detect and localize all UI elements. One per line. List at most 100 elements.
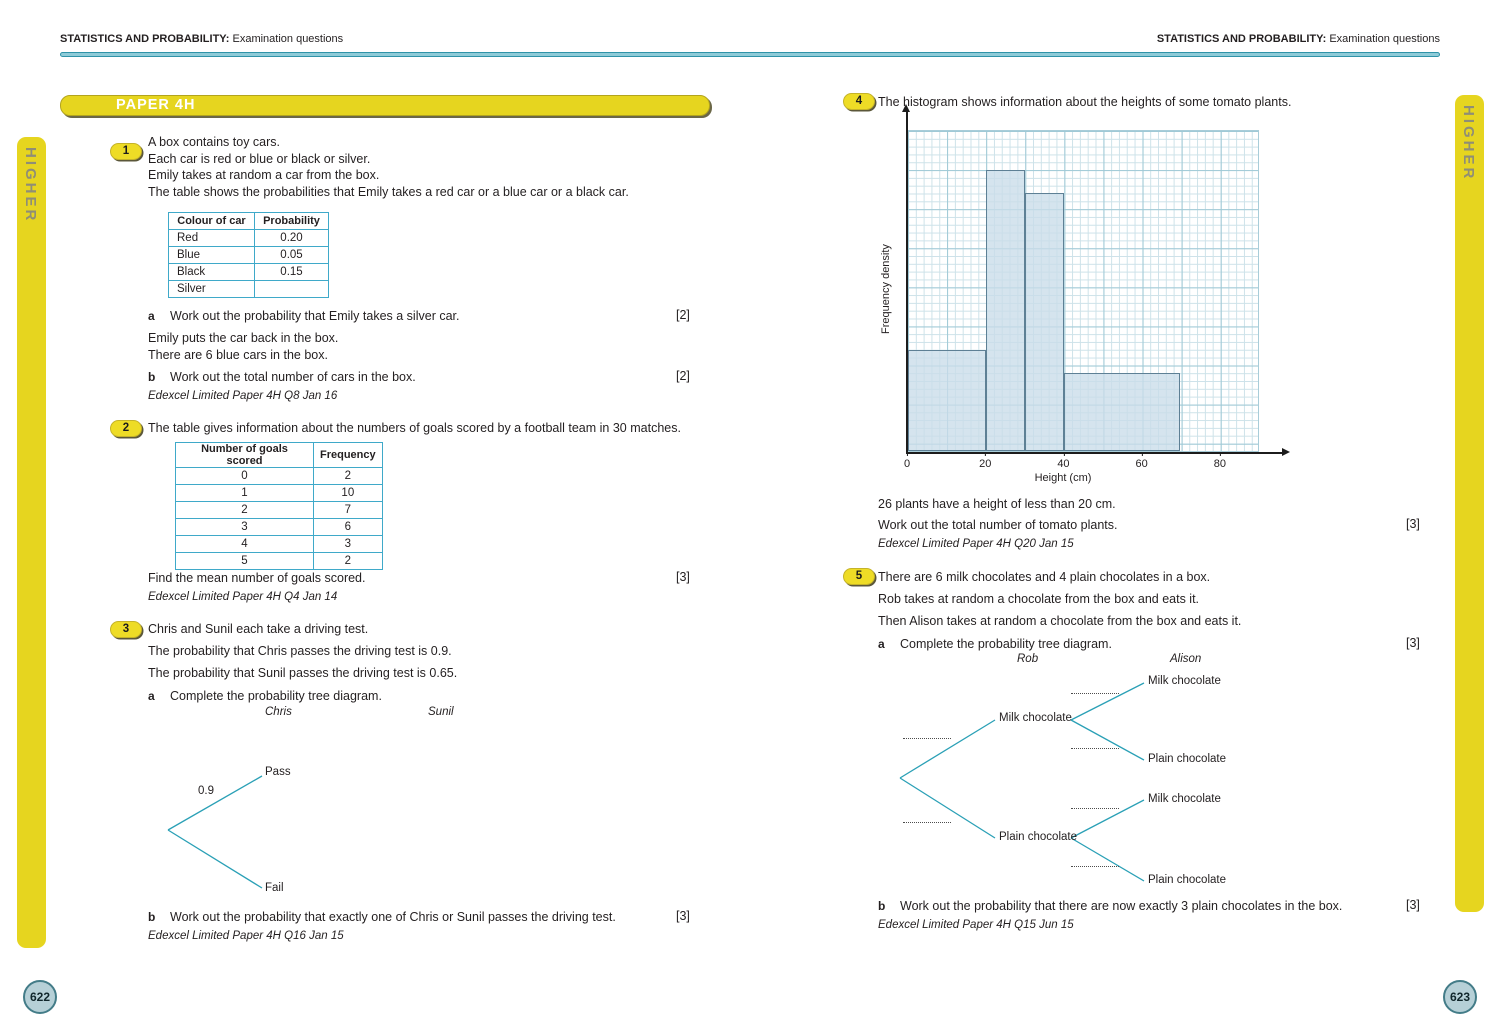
question-2-badge: 2 <box>110 420 142 437</box>
paper-banner-label: PAPER 4H <box>116 97 196 113</box>
question-1-mid: Emily puts the car back in the box. Ther… <box>148 330 338 363</box>
table-cell: 3 <box>313 535 383 553</box>
histogram-bar <box>1063 372 1181 451</box>
probability-placeholder <box>1071 800 1119 809</box>
table-cell: Blue <box>168 246 255 264</box>
x-tick-label: 60 <box>1135 452 1148 470</box>
question-4-note: 26 plants have a height of less than 20 … <box>878 497 1116 511</box>
source-reference: Edexcel Limited Paper 4H Q16 Jan 15 <box>148 930 344 942</box>
table-cell: 4 <box>175 535 314 553</box>
x-tick-label: 80 <box>1213 452 1226 470</box>
question-1-intro-line: Emily takes at random a car from the box… <box>148 168 380 182</box>
probability-placeholder <box>903 814 951 823</box>
question-1-mid-line: There are 6 blue cars in the box. <box>148 347 328 362</box>
part-a-text: Complete the probability tree diagram. <box>170 689 382 703</box>
side-tab-right: HIGHER <box>1455 95 1484 912</box>
question-1-intro-line: Each car is red or blue or black or silv… <box>148 151 371 166</box>
question-5-badge: 5 <box>843 568 875 585</box>
marks: [3] <box>1406 636 1420 650</box>
tree-column-heading: Sunil <box>428 706 454 718</box>
probability-placeholder <box>1071 685 1119 694</box>
table-cell: 1 <box>175 484 314 502</box>
table-row: 1 10 <box>175 484 383 502</box>
table-row: Blue 0.05 <box>168 246 329 264</box>
paper-banner: PAPER 4H <box>60 95 710 116</box>
question-1-intro: A box contains toy cars. Each car is red… <box>148 134 629 200</box>
part-b-label: b <box>878 899 886 913</box>
source-reference: Edexcel Limited Paper 4H Q4 Jan 14 <box>148 591 338 603</box>
branch-outcome: Milk chocolate <box>1148 793 1221 805</box>
table-cell: 2 <box>313 552 383 570</box>
question-3-intro-line: The probability that Sunil passes the dr… <box>148 666 458 680</box>
table-cell: Silver <box>168 280 255 298</box>
running-header-left: STATISTICS AND PROBABILITY: Examination q… <box>60 33 343 45</box>
table-cell: 5 <box>175 552 314 570</box>
part-b-label: b <box>148 370 156 384</box>
side-tab-right-label: HIGHER <box>1460 105 1477 182</box>
question-1-badge: 1 <box>110 143 142 160</box>
branch-outcome: Milk chocolate <box>999 712 1072 724</box>
table-cell <box>254 280 329 298</box>
source-reference: Edexcel Limited Paper 4H Q8 Jan 16 <box>148 390 338 402</box>
table-header-row: Number of goals scored Frequency <box>175 442 383 468</box>
tree-column-heading: Chris <box>265 706 292 718</box>
x-axis <box>906 452 1284 454</box>
source-reference: Edexcel Limited Paper 4H Q20 Jan 15 <box>878 538 1074 550</box>
running-header-left-bold: STATISTICS AND PROBABILITY: <box>60 33 230 45</box>
tree-branches <box>167 775 263 889</box>
table-cell: Black <box>168 263 255 281</box>
question-5-intro-line: Rob takes at random a chocolate from the… <box>878 592 1200 606</box>
table-header-cell: Probability <box>254 212 329 230</box>
table-header-cell: Frequency <box>313 442 383 468</box>
histogram-bar <box>908 349 986 451</box>
probability-table: Colour of car Probability Red 0.20 Blue 0.… <box>168 212 329 298</box>
x-tick-label: 0 <box>903 452 911 470</box>
table-header-row: Colour of car Probability <box>168 212 329 230</box>
part-b-text: Work out the total number of cars in the… <box>170 370 416 384</box>
question-1-intro-line: The table shows the probabilities that E… <box>148 184 629 199</box>
y-axis-arrow-icon <box>902 104 910 112</box>
tree-branches <box>899 682 1145 882</box>
histogram-xticks: 0 20 40 60 80 <box>903 452 1259 472</box>
question-3-badge: 3 <box>110 621 142 638</box>
page-number-right: 623 <box>1443 980 1477 1014</box>
running-header-right: STATISTICS AND PROBABILITY: Examination q… <box>1157 33 1440 45</box>
question-1-mid-line: Emily puts the car back in the box. <box>148 331 339 345</box>
table-header-cell: Number of goals scored <box>175 442 314 468</box>
part-a-label: a <box>148 689 155 703</box>
table-row: Red 0.20 <box>168 229 329 247</box>
header-rule <box>60 52 1440 57</box>
table-row: Black 0.15 <box>168 263 329 281</box>
histogram-bar <box>985 170 1025 451</box>
table-cell: 0 <box>175 467 314 485</box>
question-5-intro-line: Then Alison takes at random a chocolate … <box>878 614 1242 628</box>
table-cell: 0.20 <box>254 229 329 247</box>
tree-column-heading: Rob <box>1017 653 1039 665</box>
question-5-intro-line: There are 6 milk chocolates and 4 plain … <box>878 570 1211 584</box>
table-cell: 6 <box>313 518 383 536</box>
side-tab-left-label: HIGHER <box>22 147 39 224</box>
marks: [2] <box>676 308 690 322</box>
x-tick-label: 40 <box>1057 452 1070 470</box>
question-1-intro-line: A box contains toy cars. <box>148 135 281 149</box>
table-cell: 10 <box>313 484 383 502</box>
x-axis-arrow-icon <box>1282 448 1290 456</box>
branch-outcome: Plain chocolate <box>1148 874 1226 886</box>
side-tab-left: HIGHER <box>17 137 46 948</box>
question-4-badge: 4 <box>843 93 875 110</box>
branch-outcome: Plain chocolate <box>1148 753 1226 765</box>
table-cell: 7 <box>313 501 383 519</box>
question-4-task: Work out the total number of tomato plan… <box>878 518 1118 532</box>
table-cell: 0.15 <box>254 263 329 281</box>
table-cell: 2 <box>175 501 314 519</box>
y-axis-label: Frequency density <box>880 244 892 334</box>
x-axis-label: Height (cm) <box>1034 472 1092 484</box>
probability-placeholder <box>903 730 951 739</box>
y-axis <box>906 112 908 453</box>
branch-outcome: Pass <box>265 766 291 778</box>
probability-placeholder <box>1071 858 1119 867</box>
table-cell: 2 <box>313 467 383 485</box>
